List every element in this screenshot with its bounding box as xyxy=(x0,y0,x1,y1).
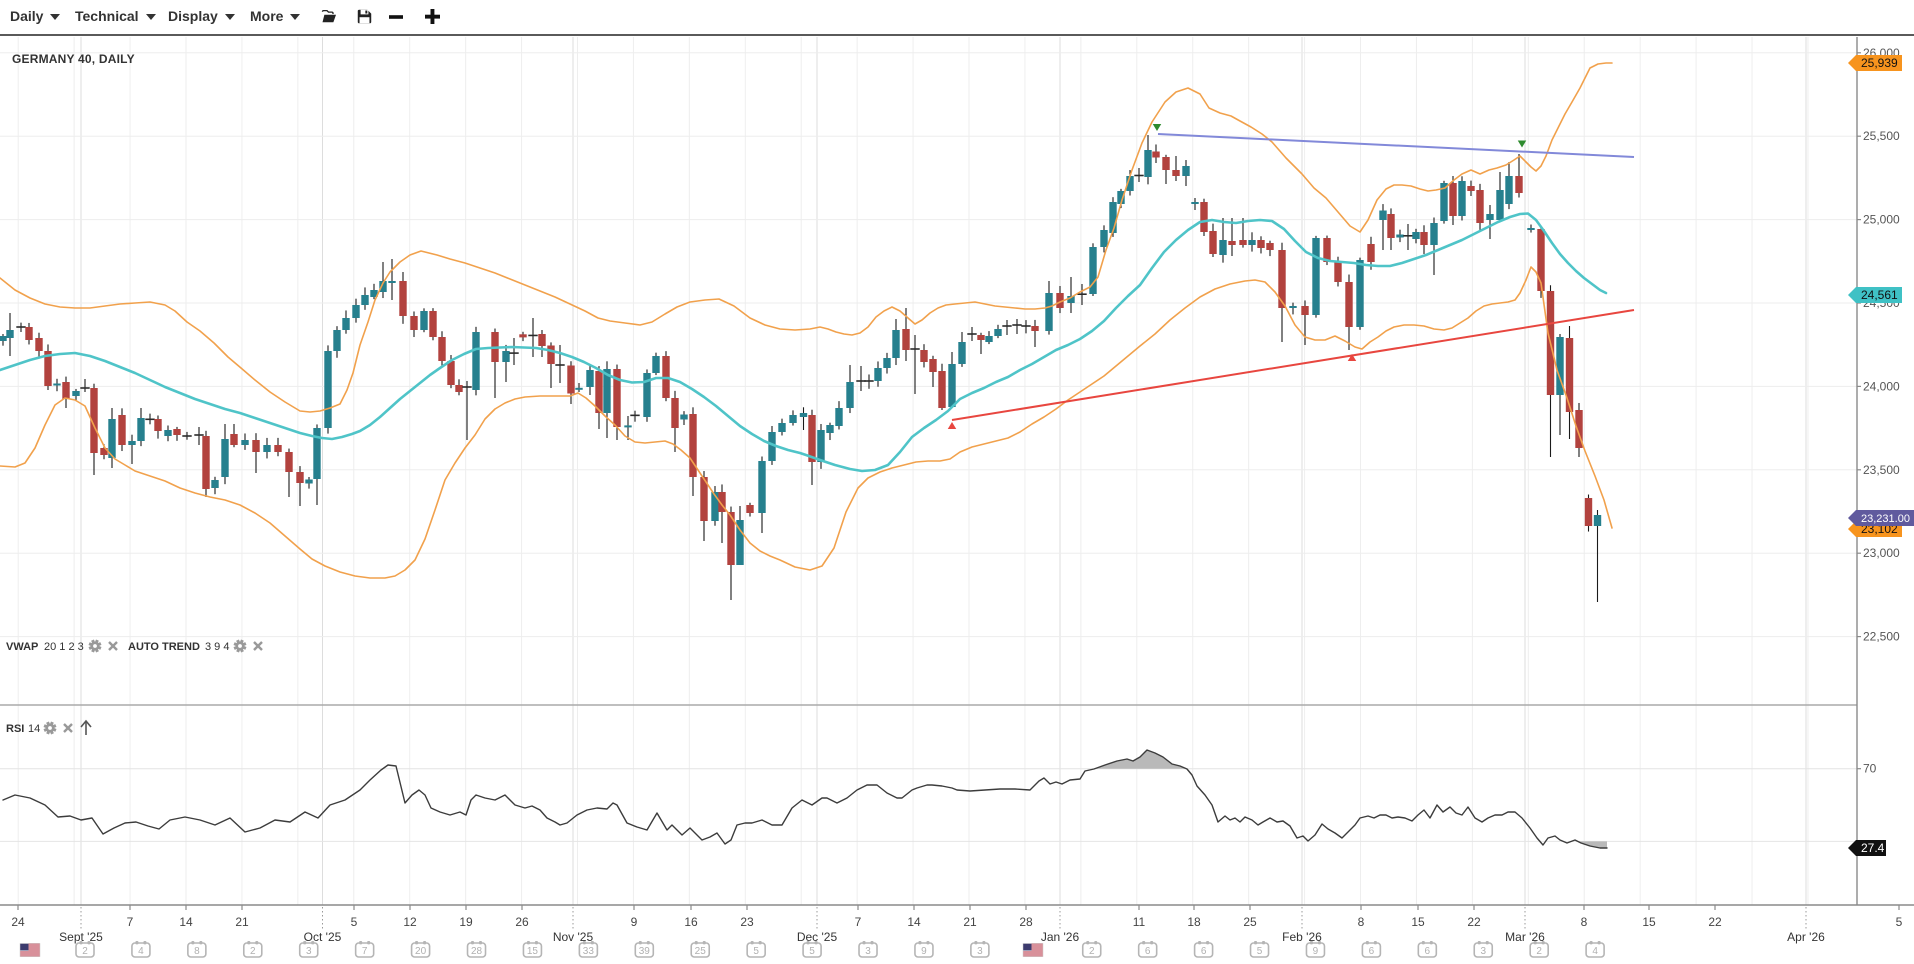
svg-text:5: 5 xyxy=(351,915,358,929)
svg-text:23,000: 23,000 xyxy=(1863,546,1900,560)
svg-text:28: 28 xyxy=(1019,915,1033,929)
svg-text:Mar '26: Mar '26 xyxy=(1505,930,1545,944)
svg-text:Sept '25: Sept '25 xyxy=(59,930,103,944)
svg-text:33: 33 xyxy=(583,946,595,957)
svg-text:25: 25 xyxy=(695,946,707,957)
svg-text:2: 2 xyxy=(250,946,256,957)
svg-text:4: 4 xyxy=(138,946,144,957)
svg-text:23,500: 23,500 xyxy=(1863,463,1900,477)
svg-text:2: 2 xyxy=(1089,946,1095,957)
svg-text:15: 15 xyxy=(1411,915,1425,929)
svg-text:9: 9 xyxy=(1313,946,1319,957)
svg-text:3: 3 xyxy=(977,946,983,957)
svg-text:Feb '26: Feb '26 xyxy=(1282,930,1322,944)
svg-text:20: 20 xyxy=(415,946,427,957)
svg-text:25,500: 25,500 xyxy=(1863,129,1900,143)
svg-text:5: 5 xyxy=(1896,915,1903,929)
svg-text:6: 6 xyxy=(1425,946,1431,957)
svg-text:24: 24 xyxy=(11,915,25,929)
svg-text:5: 5 xyxy=(1257,946,1263,957)
svg-text:21: 21 xyxy=(963,915,977,929)
svg-text:70: 70 xyxy=(1863,762,1877,776)
svg-text:7: 7 xyxy=(362,946,368,957)
svg-text:22,500: 22,500 xyxy=(1863,630,1900,644)
svg-text:14: 14 xyxy=(179,915,193,929)
svg-text:14: 14 xyxy=(28,723,40,735)
svg-text:39: 39 xyxy=(639,946,651,957)
svg-text:2: 2 xyxy=(1536,946,1542,957)
svg-text:19: 19 xyxy=(459,915,473,929)
svg-text:AUTO TREND: AUTO TREND xyxy=(128,641,200,653)
svg-text:VWAP: VWAP xyxy=(6,641,38,653)
svg-text:14: 14 xyxy=(907,915,921,929)
svg-text:9: 9 xyxy=(631,915,638,929)
svg-text:11: 11 xyxy=(1133,915,1146,929)
svg-text:4: 4 xyxy=(1592,946,1598,957)
svg-text:21: 21 xyxy=(235,915,249,929)
svg-text:28: 28 xyxy=(471,946,483,957)
svg-text:23: 23 xyxy=(740,915,754,929)
svg-text:25: 25 xyxy=(1243,915,1257,929)
svg-text:Apr '26: Apr '26 xyxy=(1787,930,1825,944)
svg-text:9: 9 xyxy=(921,946,927,957)
svg-text:25,939: 25,939 xyxy=(1861,56,1898,70)
svg-text:7: 7 xyxy=(855,915,862,929)
svg-text:Jan '26: Jan '26 xyxy=(1041,930,1080,944)
svg-text:7: 7 xyxy=(127,915,134,929)
svg-text:8: 8 xyxy=(1581,915,1588,929)
svg-text:25,000: 25,000 xyxy=(1863,213,1900,227)
svg-text:24,000: 24,000 xyxy=(1863,379,1900,393)
svg-text:15: 15 xyxy=(1642,915,1656,929)
svg-text:15: 15 xyxy=(527,946,539,957)
svg-text:3: 3 xyxy=(1480,946,1486,957)
svg-text:16: 16 xyxy=(684,915,698,929)
svg-text:6: 6 xyxy=(1201,946,1207,957)
svg-text:3 9 4: 3 9 4 xyxy=(205,641,229,653)
svg-text:27.4: 27.4 xyxy=(1861,841,1885,855)
svg-text:Oct '25: Oct '25 xyxy=(304,930,342,944)
svg-text:22: 22 xyxy=(1708,915,1722,929)
svg-text:2: 2 xyxy=(82,946,88,957)
svg-text:3: 3 xyxy=(306,946,312,957)
svg-text:6: 6 xyxy=(1369,946,1375,957)
svg-text:Nov '25: Nov '25 xyxy=(553,930,594,944)
svg-text:12: 12 xyxy=(403,915,417,929)
svg-text:Dec '25: Dec '25 xyxy=(797,930,838,944)
svg-text:8: 8 xyxy=(194,946,200,957)
svg-text:18: 18 xyxy=(1187,915,1201,929)
svg-text:26: 26 xyxy=(515,915,529,929)
svg-text:5: 5 xyxy=(753,946,759,957)
svg-text:20 1 2 3: 20 1 2 3 xyxy=(44,641,84,653)
svg-text:RSI: RSI xyxy=(6,723,24,735)
svg-text:3: 3 xyxy=(865,946,871,957)
svg-text:23,231.00: 23,231.00 xyxy=(1861,513,1910,525)
svg-text:22: 22 xyxy=(1467,915,1481,929)
svg-text:24,561: 24,561 xyxy=(1861,288,1898,302)
svg-text:5: 5 xyxy=(809,946,815,957)
svg-text:6: 6 xyxy=(1145,946,1151,957)
svg-text:8: 8 xyxy=(1358,915,1365,929)
